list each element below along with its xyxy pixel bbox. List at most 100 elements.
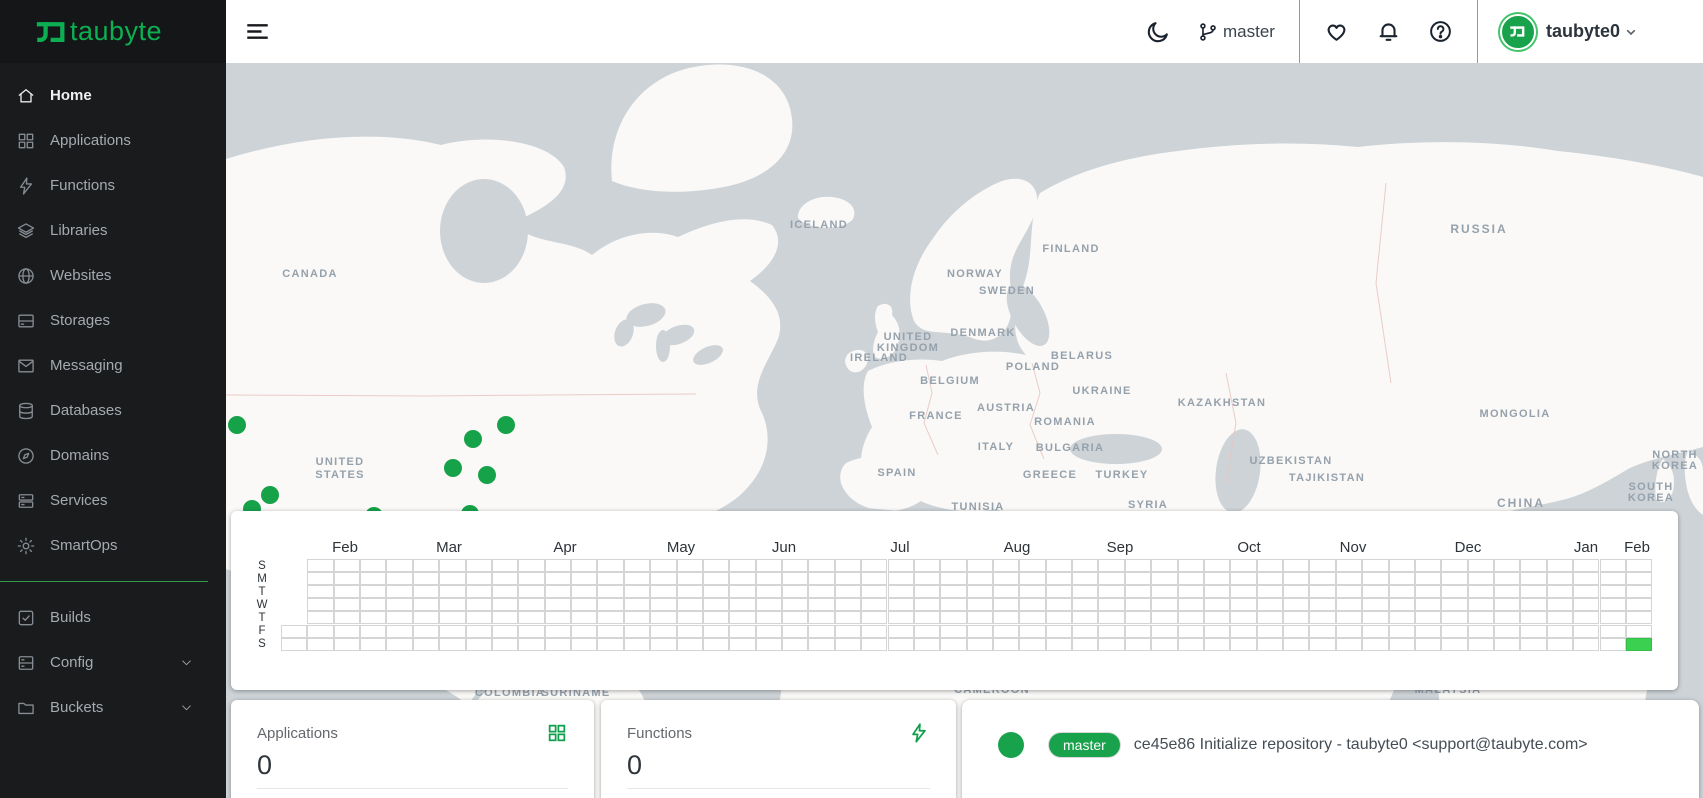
- heatmap-cell: [729, 559, 756, 573]
- heatmap-cell: [1177, 624, 1204, 638]
- month-label: Jan: [1573, 539, 1599, 556]
- sidebar-item-functions[interactable]: Functions: [0, 163, 226, 208]
- sidebar-item-buckets[interactable]: Buckets: [0, 685, 226, 730]
- heatmap-cell: [571, 598, 598, 612]
- heatmap-cell: [1309, 559, 1336, 573]
- heatmap-cell: [676, 637, 703, 651]
- heatmap-cell: [1283, 637, 1310, 651]
- node-dot[interactable]: [444, 459, 462, 477]
- heatmap-cell: [597, 559, 624, 573]
- user-menu[interactable]: taubyte0: [1499, 13, 1639, 50]
- heatmap-cell: [1625, 624, 1653, 638]
- heatmap-cell: [597, 572, 624, 586]
- heatmap-cell: [1124, 624, 1152, 638]
- contribution-calendar: Feb Mar Apr May Jun Jul Aug Sep Oct Nov Dec Jan Feb …: [231, 511, 1678, 690]
- heatmap-cell: [1124, 637, 1152, 651]
- map-label: FINLAND: [1042, 243, 1100, 255]
- heatmap-cell: [1072, 572, 1099, 586]
- sidebar-item-builds[interactable]: Builds: [0, 595, 226, 640]
- heart-icon: [1324, 19, 1349, 44]
- heatmap-cell: [1414, 572, 1442, 586]
- heatmap-cell: [755, 637, 783, 651]
- heatmap-cell: [966, 572, 993, 586]
- favorites-button[interactable]: [1324, 19, 1349, 44]
- heatmap-cell: [702, 624, 730, 638]
- heatmap-cell: [1151, 572, 1178, 586]
- stat-value: 0: [627, 750, 643, 780]
- heatmap-cell: [1045, 585, 1073, 599]
- heatmap-cell: [992, 611, 1020, 625]
- heatmap-cell: [1283, 611, 1310, 625]
- heatmap-cell: [1098, 572, 1125, 586]
- heatmap-cell: [1045, 559, 1073, 573]
- heatmap-cell: [966, 637, 993, 651]
- map-label: MONGOLIA: [1479, 408, 1551, 420]
- heatmap-cell: [465, 559, 492, 573]
- help-button[interactable]: [1428, 19, 1453, 44]
- heatmap-cell: [1151, 559, 1178, 573]
- heatmap-cell: [1256, 572, 1284, 586]
- sidebar-item-websites[interactable]: Websites: [0, 253, 226, 298]
- heatmap-cell: [491, 559, 519, 573]
- heatmap-cell: [782, 598, 809, 612]
- heatmap-cell: [623, 559, 651, 573]
- node-dot[interactable]: [261, 486, 279, 504]
- heatmap-cell: [1467, 585, 1494, 599]
- heatmap-cell: [1256, 611, 1284, 625]
- sidebar-item-label: Buckets: [50, 699, 104, 716]
- heatmap-cell: [597, 637, 624, 651]
- hamburger-menu-icon[interactable]: [244, 18, 271, 45]
- sidebar-item-label: Config: [50, 654, 94, 671]
- heatmap-cell: [940, 598, 967, 612]
- heatmap-cell: [1098, 611, 1125, 625]
- sidebar-item-services[interactable]: Services: [0, 478, 226, 523]
- sidebar-item-libraries[interactable]: Libraries: [0, 208, 226, 253]
- heatmap-cell: [518, 559, 545, 573]
- heatmap-cell: [1494, 611, 1521, 625]
- app-logo[interactable]: taubyte: [0, 0, 226, 63]
- heatmap-cell: [571, 637, 598, 651]
- day-label: T: [258, 585, 266, 598]
- heatmap-cell: [333, 559, 361, 573]
- heatmap-cell: [1230, 611, 1257, 625]
- heatmap-cell: [1414, 598, 1442, 612]
- sidebar-item-applications[interactable]: Applications: [0, 118, 226, 163]
- day-label: W: [256, 598, 268, 611]
- month-label: Jun: [771, 539, 797, 556]
- map-label: FRANCE: [909, 410, 963, 422]
- sidebar-item-messaging[interactable]: Messaging: [0, 343, 226, 388]
- heatmap-cell: [1203, 598, 1231, 612]
- sidebar-item-storages[interactable]: Storages: [0, 298, 226, 343]
- node-dot[interactable]: [497, 416, 515, 434]
- heatmap-cell: [1283, 572, 1310, 586]
- month-label: Feb: [332, 539, 358, 556]
- node-dot[interactable]: [464, 430, 482, 448]
- heatmap-cell: [1256, 559, 1284, 573]
- node-dot[interactable]: [228, 416, 246, 434]
- heatmap-cell: [1441, 572, 1468, 586]
- heatmap-cell: [1283, 598, 1310, 612]
- heatmap-cell: [518, 611, 545, 625]
- heatmap-cell: [307, 637, 334, 651]
- theme-toggle-button[interactable]: [1146, 19, 1171, 44]
- heatmap-cell: [861, 559, 888, 573]
- heatmap-cell: [650, 637, 677, 651]
- heatmap-cell: [1072, 585, 1099, 599]
- sidebar-item-domains[interactable]: Domains: [0, 433, 226, 478]
- world-map[interactable]: CANADA UNITED STATES ICELAND NORWAY SWEDEN FIN…: [226, 63, 1703, 798]
- heatmap-cell: [1388, 572, 1415, 586]
- sidebar-item-home[interactable]: Home: [0, 73, 226, 118]
- sidebar-item-smartops[interactable]: SmartOps: [0, 523, 226, 568]
- heatmap-cell: [755, 585, 783, 599]
- branch-selector[interactable]: master: [1197, 21, 1275, 43]
- notifications-button[interactable]: [1376, 19, 1401, 44]
- sidebar-item-databases[interactable]: Databases: [0, 388, 226, 433]
- month-label: Nov: [1339, 539, 1367, 556]
- commit-row[interactable]: master ce45e86 Initialize repository - t…: [998, 732, 1675, 758]
- sidebar-item-config[interactable]: Config: [0, 640, 226, 685]
- map-label: TUNISIA: [951, 501, 1005, 513]
- map-label: GREECE: [1022, 469, 1078, 481]
- heatmap-cell: [307, 598, 334, 612]
- node-dot[interactable]: [478, 466, 496, 484]
- heatmap-cell: [333, 572, 361, 586]
